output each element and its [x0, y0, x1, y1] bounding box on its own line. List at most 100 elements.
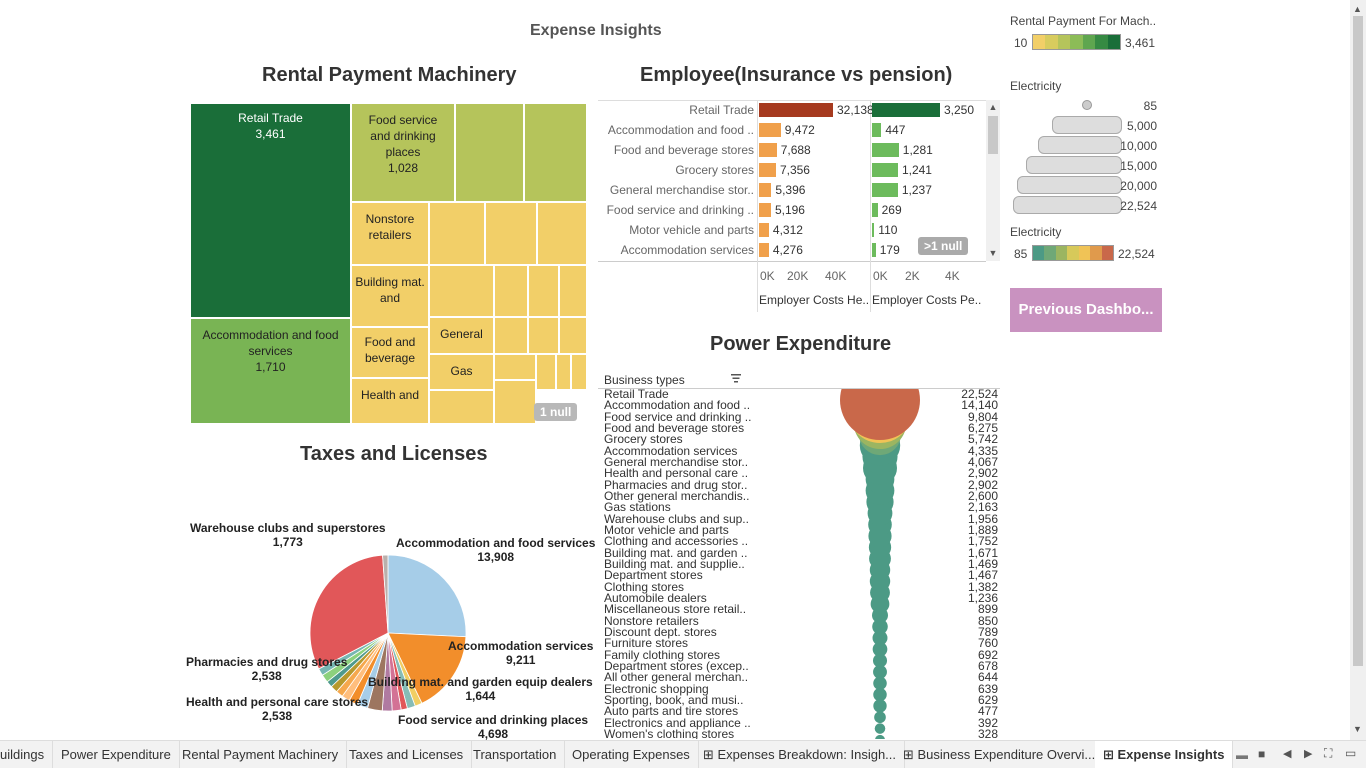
power-row[interactable]: Retail Trade 22,524	[604, 389, 1000, 400]
pie-slice[interactable]	[382, 554, 389, 634]
treemap-cell[interactable]	[429, 390, 494, 424]
treemap-chart[interactable]: Retail Trade 3,461 Accommodation and food…	[190, 103, 587, 424]
power-row[interactable]: Food service and drinking .. 9,804	[604, 411, 1000, 423]
power-row[interactable]: Food and beverage stores 6,275	[604, 422, 1000, 434]
power-row[interactable]: Furniture stores 760	[604, 637, 1000, 649]
page-scrollbar[interactable]: ▲ ▼	[1350, 0, 1366, 740]
tab-operating-expenses[interactable]: Operating Expenses	[564, 741, 699, 768]
power-row[interactable]: Pharmacies and drug stor.. 2,902	[604, 479, 1000, 491]
power-row[interactable]: Auto parts and tire stores 477	[604, 705, 1000, 717]
health-bar[interactable]	[759, 243, 769, 257]
power-table[interactable]: Retail Trade 22,524 Accommodation and food…	[598, 389, 1000, 739]
power-row[interactable]: Building mat. and garden .. 1,671	[604, 547, 1000, 559]
power-bubble[interactable]	[873, 664, 887, 679]
treemap-cell-food-service[interactable]: Food service and drinking places 1,028	[351, 103, 455, 202]
previous-dashboard-button[interactable]: Previous Dashbo...	[1010, 288, 1162, 332]
power-bubble[interactable]	[875, 734, 885, 739]
health-bar[interactable]	[759, 163, 776, 177]
prev-sheet-icon[interactable]: ◀	[1283, 748, 1292, 760]
power-row[interactable]: Family clothing stores 692	[604, 649, 1000, 661]
grid-view-icon[interactable]: ▬	[1236, 748, 1248, 762]
treemap-cell-nonstore[interactable]: Nonstore retailers	[351, 202, 429, 265]
health-bar[interactable]	[759, 123, 781, 137]
power-row[interactable]: Gas stations 2,163	[604, 501, 1000, 513]
pension-bar[interactable]	[872, 223, 875, 237]
treemap-cell[interactable]	[429, 202, 485, 265]
power-bubble[interactable]	[873, 699, 887, 713]
health-bar[interactable]	[759, 183, 772, 197]
power-bubble[interactable]	[872, 653, 888, 668]
pie-chart[interactable]	[308, 553, 468, 713]
treemap-cell[interactable]	[494, 380, 536, 424]
employee-row[interactable]: Food service and drinking .. 5,196 269	[598, 200, 988, 220]
employee-row[interactable]: Accommodation services 4,276 179	[598, 240, 988, 260]
power-bubble[interactable]	[873, 687, 887, 702]
employee-row[interactable]: General merchandise stor.. 5,396 1,237	[598, 180, 988, 200]
treemap-cell[interactable]	[559, 317, 587, 354]
scroll-up-icon[interactable]: ▲	[988, 102, 998, 112]
power-bubble[interactable]	[874, 711, 886, 724]
employee-row[interactable]: Accommodation and food .. 9,472 447	[598, 120, 988, 140]
power-row[interactable]: Electronics and appliance .. 392	[604, 717, 1000, 729]
treemap-cell[interactable]	[536, 354, 556, 390]
treemap-cell[interactable]	[559, 265, 587, 317]
pension-bar[interactable]	[872, 243, 876, 257]
power-row[interactable]: Sporting, book, and musi.. 629	[604, 694, 1000, 706]
power-row[interactable]: Nonstore retailers 850	[604, 615, 1000, 627]
tab-buildings[interactable]: uildings	[0, 741, 54, 768]
treemap-cell[interactable]	[494, 265, 528, 317]
power-row[interactable]: Building mat. and supplie.. 1,469	[604, 558, 1000, 570]
treemap-null-badge[interactable]: 1 null	[534, 403, 578, 421]
treemap-cell[interactable]	[528, 265, 559, 317]
treemap-cell[interactable]	[528, 317, 559, 354]
power-row[interactable]: Grocery stores 5,742	[604, 433, 1000, 445]
treemap-cell[interactable]	[455, 103, 524, 202]
employee-row[interactable]: Food and beverage stores 7,688 1,281	[598, 140, 988, 160]
employee-row[interactable]: Grocery stores 7,356 1,241	[598, 160, 988, 180]
scroll-down-icon[interactable]: ▼	[988, 248, 998, 258]
health-bar[interactable]	[759, 103, 833, 117]
pension-bar[interactable]	[872, 163, 898, 177]
power-row[interactable]: Department stores (excep.. 678	[604, 660, 1000, 672]
power-row[interactable]: Miscellaneous store retail.. 899	[604, 603, 1000, 615]
tab-rental-payment-machinery[interactable]: Rental Payment Machinery	[174, 741, 348, 768]
pension-bar[interactable]	[872, 123, 882, 137]
power-bubble[interactable]	[872, 618, 888, 635]
pension-bar[interactable]	[872, 183, 898, 197]
treemap-cell[interactable]	[485, 202, 537, 265]
health-bar[interactable]	[759, 203, 771, 217]
power-row[interactable]: Accommodation services 4,335	[604, 445, 1000, 457]
power-row[interactable]: Discount dept. stores 789	[604, 626, 1000, 638]
treemap-cell-gas[interactable]: Gas	[429, 354, 494, 390]
power-row[interactable]: Women's clothing stores 328	[604, 728, 1000, 739]
pension-bar[interactable]	[872, 103, 940, 117]
treemap-cell[interactable]	[537, 202, 587, 265]
scroll-down-icon[interactable]: ▼	[1353, 724, 1362, 734]
power-row[interactable]: Accommodation and food .. 14,140	[604, 399, 1000, 411]
next-sheet-icon[interactable]: ▶	[1304, 748, 1313, 760]
power-row[interactable]: Automobile dealers 1,236	[604, 592, 1000, 604]
employee-row[interactable]: Retail Trade 32,138 3,250	[598, 100, 988, 120]
tab-power-expenditure[interactable]: Power Expenditure	[53, 741, 180, 768]
power-row[interactable]: All other general merchan.. 644	[604, 671, 1000, 683]
pension-bar[interactable]	[872, 143, 899, 157]
treemap-cell[interactable]	[494, 317, 528, 354]
tab-transportation[interactable]: Transportation	[465, 741, 566, 768]
pension-bar[interactable]	[872, 203, 878, 217]
tab-expenses-breakdown[interactable]: ⊞ Expenses Breakdown: Insigh...	[695, 741, 906, 768]
treemap-cell-health[interactable]: Health and	[351, 378, 429, 424]
power-row[interactable]: Warehouse clubs and sup.. 1,956	[604, 513, 1000, 525]
treemap-cell-accommodation-food[interactable]: Accommodation and food services 1,710	[190, 318, 351, 424]
treemap-cell[interactable]	[571, 354, 587, 390]
power-bubble[interactable]	[840, 389, 920, 440]
fullscreen-icon[interactable]: ⛶	[1324, 746, 1333, 760]
health-bar[interactable]	[759, 223, 769, 237]
power-row[interactable]: Department stores 1,467	[604, 569, 1000, 581]
power-bubble[interactable]	[872, 630, 888, 646]
scroll-up-icon[interactable]: ▲	[1353, 4, 1362, 14]
single-view-icon[interactable]: ■	[1258, 747, 1266, 761]
electricity-color-scale[interactable]	[1032, 245, 1114, 261]
treemap-cell[interactable]	[429, 265, 494, 317]
pie-slice[interactable]	[309, 554, 389, 670]
power-row[interactable]: General merchandise stor.. 4,067	[604, 456, 1000, 468]
